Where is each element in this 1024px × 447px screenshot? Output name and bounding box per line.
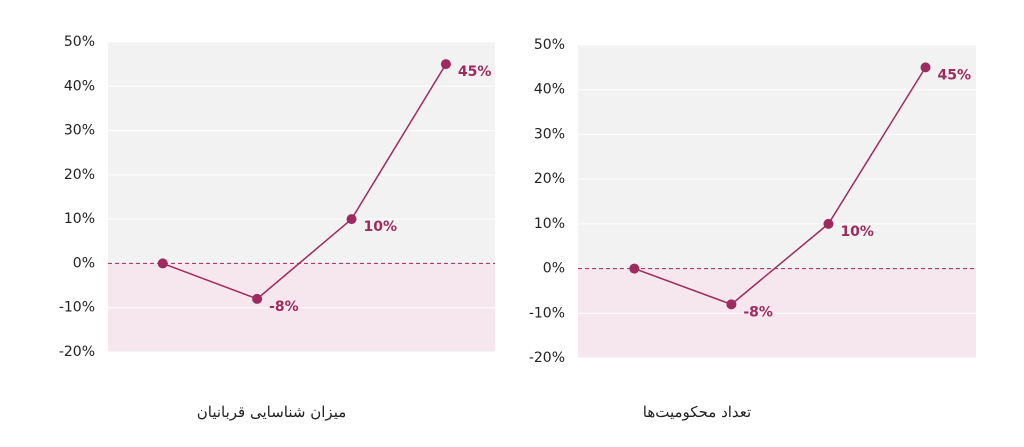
- line: [162, 63, 447, 300]
- point: [726, 299, 737, 310]
- y-tick-label: -20%: [59, 344, 95, 360]
- point: [920, 62, 931, 73]
- y-tick-label: 30%: [534, 126, 565, 142]
- y-tick-label: -20%: [529, 350, 565, 366]
- y-tick-label: 40%: [64, 78, 95, 94]
- y-tick-label: 30%: [64, 123, 95, 139]
- y-tick-label: 10%: [64, 211, 95, 227]
- value-label: -8%: [743, 304, 773, 320]
- plot-bg-positive: [578, 45, 976, 269]
- y-tick-label: 50%: [534, 37, 565, 53]
- value-label: 10%: [840, 224, 874, 240]
- point: [440, 59, 451, 70]
- value-label: 45%: [458, 64, 492, 80]
- y-tick-label: -10%: [59, 300, 95, 316]
- value-label: 45%: [938, 67, 972, 83]
- point: [157, 258, 168, 269]
- line: [634, 66, 927, 306]
- y-tick-label: 50%: [64, 34, 95, 50]
- value-label: 10%: [364, 219, 398, 235]
- point: [629, 263, 640, 274]
- value-label: -8%: [269, 299, 299, 315]
- y-tick-label: 40%: [534, 82, 565, 98]
- chart-title: میزان شناسایی قربانیان: [197, 403, 347, 421]
- point: [252, 293, 263, 304]
- chart-title: تعداد محکومیت‌ها: [643, 403, 751, 421]
- point: [346, 214, 357, 225]
- plot-bg-positive: [108, 42, 495, 264]
- y-tick-label: -10%: [529, 305, 565, 321]
- y-tick-label: 10%: [534, 216, 565, 232]
- y-tick-label: 0%: [543, 261, 565, 277]
- point: [823, 218, 834, 229]
- y-tick-label: 20%: [64, 167, 95, 183]
- y-tick-label: 20%: [534, 171, 565, 187]
- y-tick-label: 0%: [73, 255, 95, 271]
